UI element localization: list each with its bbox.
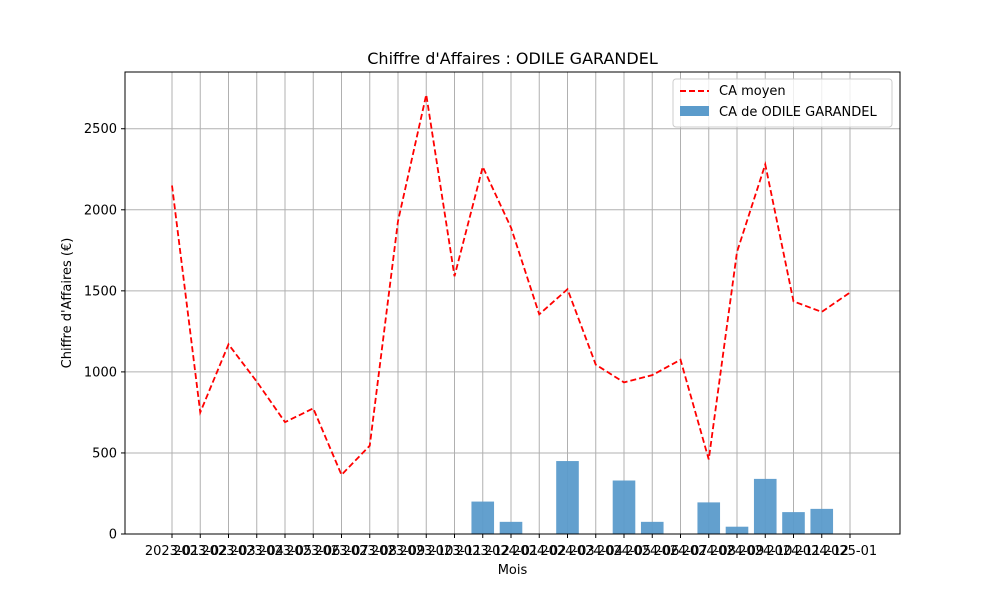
x-tick-label: 2024-12: [795, 544, 849, 559]
x-tick-label: 2024-11: [766, 544, 820, 559]
legend: CA moyen CA de ODILE GARANDEL: [672, 78, 893, 128]
x-tick-label: 2023-12: [456, 544, 510, 559]
x-tick-label: 2023-04: [230, 544, 284, 559]
x-tick-label: 2024-02: [512, 544, 566, 559]
bar-2024-01: [499, 521, 523, 534]
legend-bar-label: CA de ODILE GARANDEL: [719, 105, 877, 120]
legend-box: [672, 78, 893, 128]
y-tick-label: 1000: [84, 365, 117, 380]
bar-series: [471, 461, 834, 534]
y-axis-label: Chiffre d'Affaires (€): [60, 238, 75, 369]
bar-2024-05: [612, 480, 636, 534]
x-tick-label: 2024-07: [653, 544, 707, 559]
x-tick-label: 2023-09: [371, 544, 425, 559]
bar-2024-03: [556, 461, 579, 534]
grid: [125, 72, 900, 535]
x-tick-label: 2023-01: [145, 544, 199, 559]
x-tick-label: 2023-07: [314, 544, 368, 559]
bar-2024-08: [697, 502, 721, 534]
chart-title: Chiffre d'Affaires : ODILE GARANDEL: [367, 49, 658, 68]
x-tick-label: 2023-03: [201, 544, 255, 559]
y-tick-label: 1500: [84, 284, 117, 299]
x-axis: 2023-012023-022023-032023-042023-052023-…: [145, 534, 877, 559]
plot-frame: [124, 71, 901, 535]
x-tick-label: 2024-06: [625, 544, 679, 559]
x-tick-label: 2024-04: [569, 544, 623, 559]
x-tick-label: 2023-08: [343, 544, 397, 559]
x-tick-label: 2024-09: [710, 544, 764, 559]
x-tick-label: 2023-10: [399, 544, 453, 559]
x-tick-label: 2024-03: [540, 544, 594, 559]
x-tick-label: 2023-02: [173, 544, 227, 559]
ca-moyen-line: [171, 94, 851, 477]
bar-2024-10: [753, 478, 777, 534]
x-tick-label: 2024-08: [682, 544, 736, 559]
legend-line-label: CA moyen: [719, 84, 786, 99]
y-axis: 0 500 1000 1500 2000 2500: [84, 122, 125, 543]
x-axis-label: Mois: [498, 563, 528, 578]
x-tick-label: 2023-05: [258, 544, 312, 559]
y-tick-label: 500: [92, 446, 117, 461]
x-tick-label: 2024-01: [484, 544, 538, 559]
legend-bar-swatch: [680, 106, 709, 116]
bar-2024-09: [725, 526, 749, 534]
bar-2023-12: [471, 501, 495, 534]
x-tick-label: 2024-05: [597, 544, 651, 559]
bar-2024-06: [640, 521, 664, 534]
x-tick-label: 2023-11: [427, 544, 481, 559]
line-series: [171, 94, 851, 477]
y-tick-label: 2000: [84, 203, 117, 218]
bar-2024-12: [810, 508, 834, 534]
x-tick-label: 2024-10: [738, 544, 792, 559]
bar-2024-11: [782, 512, 805, 534]
y-tick-label: 0: [109, 528, 117, 543]
x-tick-label: 2025-01: [823, 544, 877, 559]
y-tick-label: 2500: [84, 122, 117, 137]
x-tick-label: 2023-06: [286, 544, 340, 559]
